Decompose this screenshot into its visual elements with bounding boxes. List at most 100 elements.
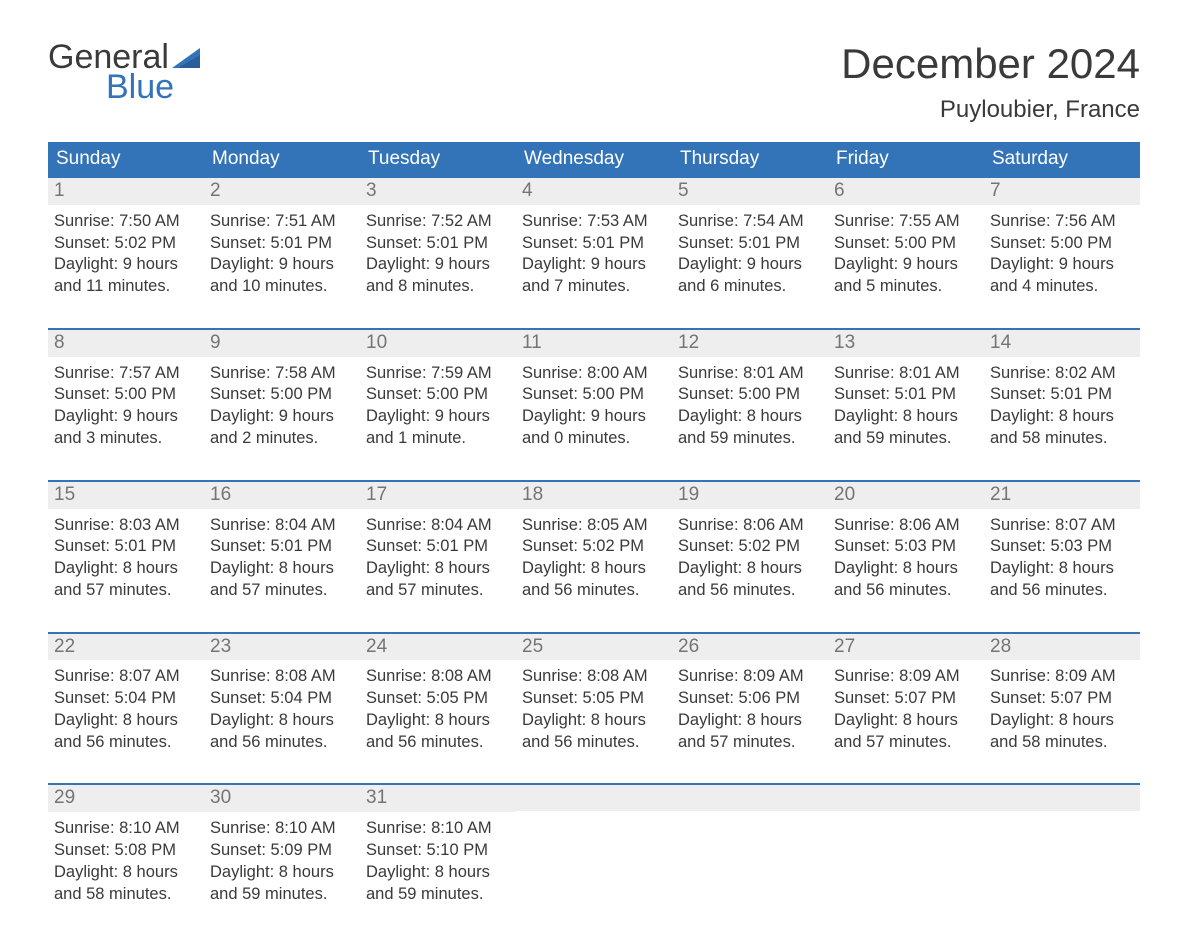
sunset-text: Sunset: 5:08 PM	[54, 840, 198, 862]
d1-text: Daylight: 8 hours	[54, 862, 198, 884]
d1-text: Daylight: 9 hours	[522, 406, 666, 428]
day-details: Sunrise: 7:58 AMSunset: 5:00 PMDaylight:…	[204, 357, 360, 454]
day-number	[984, 785, 1140, 811]
calendar: Sunday Monday Tuesday Wednesday Thursday…	[48, 142, 1140, 909]
day-details: Sunrise: 8:10 AMSunset: 5:09 PMDaylight:…	[204, 812, 360, 909]
day-number: 18	[516, 482, 672, 509]
day-number	[828, 785, 984, 811]
sunrise-text: Sunrise: 7:59 AM	[366, 363, 510, 385]
day-header: Tuesday	[360, 142, 516, 176]
day-number: 10	[360, 330, 516, 357]
day-details: Sunrise: 8:01 AMSunset: 5:00 PMDaylight:…	[672, 357, 828, 454]
d1-text: Daylight: 8 hours	[366, 710, 510, 732]
sunset-text: Sunset: 5:09 PM	[210, 840, 354, 862]
calendar-day: 7Sunrise: 7:56 AMSunset: 5:00 PMDaylight…	[984, 178, 1140, 302]
day-details: Sunrise: 8:01 AMSunset: 5:01 PMDaylight:…	[828, 357, 984, 454]
day-number: 9	[204, 330, 360, 357]
sunrise-text: Sunrise: 8:05 AM	[522, 515, 666, 537]
sunset-text: Sunset: 5:03 PM	[990, 536, 1134, 558]
d1-text: Daylight: 8 hours	[678, 406, 822, 428]
day-number: 12	[672, 330, 828, 357]
d2-text: and 56 minutes.	[678, 580, 822, 602]
sunrise-text: Sunrise: 8:07 AM	[54, 666, 198, 688]
sunrise-text: Sunrise: 7:54 AM	[678, 211, 822, 233]
sunset-text: Sunset: 5:07 PM	[990, 688, 1134, 710]
calendar-day: 22Sunrise: 8:07 AMSunset: 5:04 PMDayligh…	[48, 634, 204, 758]
d1-text: Daylight: 8 hours	[990, 710, 1134, 732]
d1-text: Daylight: 9 hours	[54, 254, 198, 276]
d2-text: and 11 minutes.	[54, 276, 198, 298]
sunset-text: Sunset: 5:02 PM	[522, 536, 666, 558]
sunset-text: Sunset: 5:03 PM	[834, 536, 978, 558]
sunset-text: Sunset: 5:06 PM	[678, 688, 822, 710]
sunrise-text: Sunrise: 8:02 AM	[990, 363, 1134, 385]
sunrise-text: Sunrise: 8:09 AM	[990, 666, 1134, 688]
d2-text: and 3 minutes.	[54, 428, 198, 450]
day-details: Sunrise: 7:52 AMSunset: 5:01 PMDaylight:…	[360, 205, 516, 302]
d2-text: and 8 minutes.	[366, 276, 510, 298]
d2-text: and 58 minutes.	[990, 428, 1134, 450]
day-header: Monday	[204, 142, 360, 176]
d1-text: Daylight: 8 hours	[678, 558, 822, 580]
day-number: 31	[360, 785, 516, 812]
day-details: Sunrise: 8:02 AMSunset: 5:01 PMDaylight:…	[984, 357, 1140, 454]
sunset-text: Sunset: 5:01 PM	[678, 233, 822, 255]
calendar-day: 28Sunrise: 8:09 AMSunset: 5:07 PMDayligh…	[984, 634, 1140, 758]
sunset-text: Sunset: 5:01 PM	[366, 233, 510, 255]
day-header: Wednesday	[516, 142, 672, 176]
calendar-day: 18 Sunrise: 8:05 AMSunset: 5:02 PMDayligh…	[516, 482, 672, 606]
calendar-day: 19Sunrise: 8:06 AMSunset: 5:02 PMDayligh…	[672, 482, 828, 606]
header-bar: General Blue December 2024 Puyloubier, F…	[48, 40, 1140, 124]
d1-text: Daylight: 9 hours	[210, 254, 354, 276]
day-header: Sunday	[48, 142, 204, 176]
day-details: Sunrise: 8:08 AMSunset: 5:05 PMDaylight:…	[516, 660, 672, 757]
day-details: Sunrise: 7:54 AMSunset: 5:01 PMDaylight:…	[672, 205, 828, 302]
day-number: 21	[984, 482, 1140, 509]
sunset-text: Sunset: 5:04 PM	[54, 688, 198, 710]
calendar-day: 8Sunrise: 7:57 AMSunset: 5:00 PMDaylight…	[48, 330, 204, 454]
day-number: 7	[984, 178, 1140, 205]
d2-text: and 10 minutes.	[210, 276, 354, 298]
sunset-text: Sunset: 5:00 PM	[990, 233, 1134, 255]
sunrise-text: Sunrise: 7:56 AM	[990, 211, 1134, 233]
d1-text: Daylight: 8 hours	[522, 558, 666, 580]
sunset-text: Sunset: 5:01 PM	[54, 536, 198, 558]
calendar-day: 21Sunrise: 8:07 AMSunset: 5:03 PMDayligh…	[984, 482, 1140, 606]
d1-text: Daylight: 8 hours	[990, 558, 1134, 580]
calendar-day	[828, 785, 984, 909]
calendar-week: 8Sunrise: 7:57 AMSunset: 5:00 PMDaylight…	[48, 328, 1140, 454]
d2-text: and 7 minutes.	[522, 276, 666, 298]
day-details: Sunrise: 8:09 AMSunset: 5:07 PMDaylight:…	[828, 660, 984, 757]
calendar-day	[984, 785, 1140, 909]
sunrise-text: Sunrise: 8:01 AM	[834, 363, 978, 385]
d1-text: Daylight: 9 hours	[366, 406, 510, 428]
d2-text: and 58 minutes.	[990, 732, 1134, 754]
calendar-day: 9Sunrise: 7:58 AMSunset: 5:00 PMDaylight…	[204, 330, 360, 454]
day-details: Sunrise: 8:07 AMSunset: 5:03 PMDaylight:…	[984, 509, 1140, 606]
day-number: 29	[48, 785, 204, 812]
day-number: 16	[204, 482, 360, 509]
flag-icon	[172, 48, 200, 68]
d2-text: and 56 minutes.	[990, 580, 1134, 602]
sunrise-text: Sunrise: 7:57 AM	[54, 363, 198, 385]
d2-text: and 59 minutes.	[834, 428, 978, 450]
sunset-text: Sunset: 5:05 PM	[366, 688, 510, 710]
sunset-text: Sunset: 5:01 PM	[366, 536, 510, 558]
day-details: Sunrise: 8:10 AMSunset: 5:08 PMDaylight:…	[48, 812, 204, 909]
calendar-day: 27Sunrise: 8:09 AMSunset: 5:07 PMDayligh…	[828, 634, 984, 758]
sunrise-text: Sunrise: 8:00 AM	[522, 363, 666, 385]
day-number: 8	[48, 330, 204, 357]
sunset-text: Sunset: 5:07 PM	[834, 688, 978, 710]
sunset-text: Sunset: 5:00 PM	[210, 384, 354, 406]
d2-text: and 56 minutes.	[54, 732, 198, 754]
calendar-day: 20Sunrise: 8:06 AMSunset: 5:03 PMDayligh…	[828, 482, 984, 606]
day-details: Sunrise: 7:53 AMSunset: 5:01 PMDaylight:…	[516, 205, 672, 302]
calendar-day: 4Sunrise: 7:53 AMSunset: 5:01 PMDaylight…	[516, 178, 672, 302]
sunset-text: Sunset: 5:04 PM	[210, 688, 354, 710]
d2-text: and 1 minute.	[366, 428, 510, 450]
d1-text: Daylight: 8 hours	[678, 710, 822, 732]
sunrise-text: Sunrise: 8:10 AM	[366, 818, 510, 840]
calendar-day: 1Sunrise: 7:50 AMSunset: 5:02 PMDaylight…	[48, 178, 204, 302]
sunset-text: Sunset: 5:00 PM	[366, 384, 510, 406]
calendar-week: 1Sunrise: 7:50 AMSunset: 5:02 PMDaylight…	[48, 176, 1140, 302]
